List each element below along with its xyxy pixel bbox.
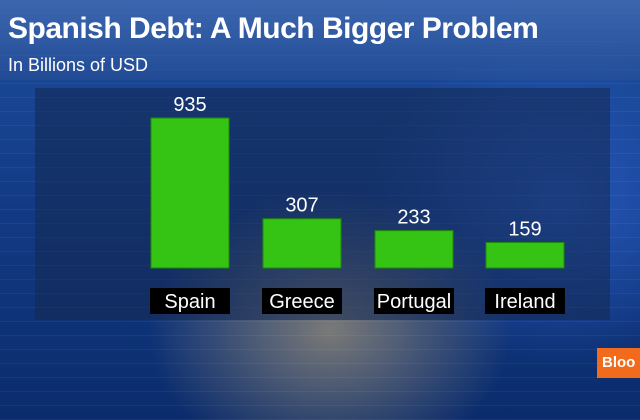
chart-subtitle: In Billions of USD xyxy=(8,55,149,75)
chart-panel xyxy=(35,88,610,320)
data-label-spain: 935 xyxy=(173,94,206,116)
category-label-greece: Greece xyxy=(269,291,335,313)
bar-spain xyxy=(150,117,230,269)
category-label-ireland: Ireland xyxy=(494,291,555,313)
category-label-portugal: Portugal xyxy=(377,291,452,313)
data-label-portugal: 233 xyxy=(397,207,430,229)
category-label-bg-spain xyxy=(150,288,230,314)
bar-greece xyxy=(262,218,342,269)
chart-title: Spanish Debt: A Much Bigger Problem xyxy=(8,12,539,45)
category-label-bg-ireland xyxy=(485,288,565,314)
bar-portugal xyxy=(374,230,454,269)
category-label-bg-greece xyxy=(262,288,342,314)
category-label-bg-portugal xyxy=(374,288,454,314)
category-label-spain: Spain xyxy=(164,291,215,313)
header-band xyxy=(0,0,640,80)
data-label-greece: 307 xyxy=(285,195,318,217)
data-label-ireland: 159 xyxy=(508,218,541,240)
brand-logo: Bloo xyxy=(597,348,640,378)
bar-ireland xyxy=(485,241,565,269)
